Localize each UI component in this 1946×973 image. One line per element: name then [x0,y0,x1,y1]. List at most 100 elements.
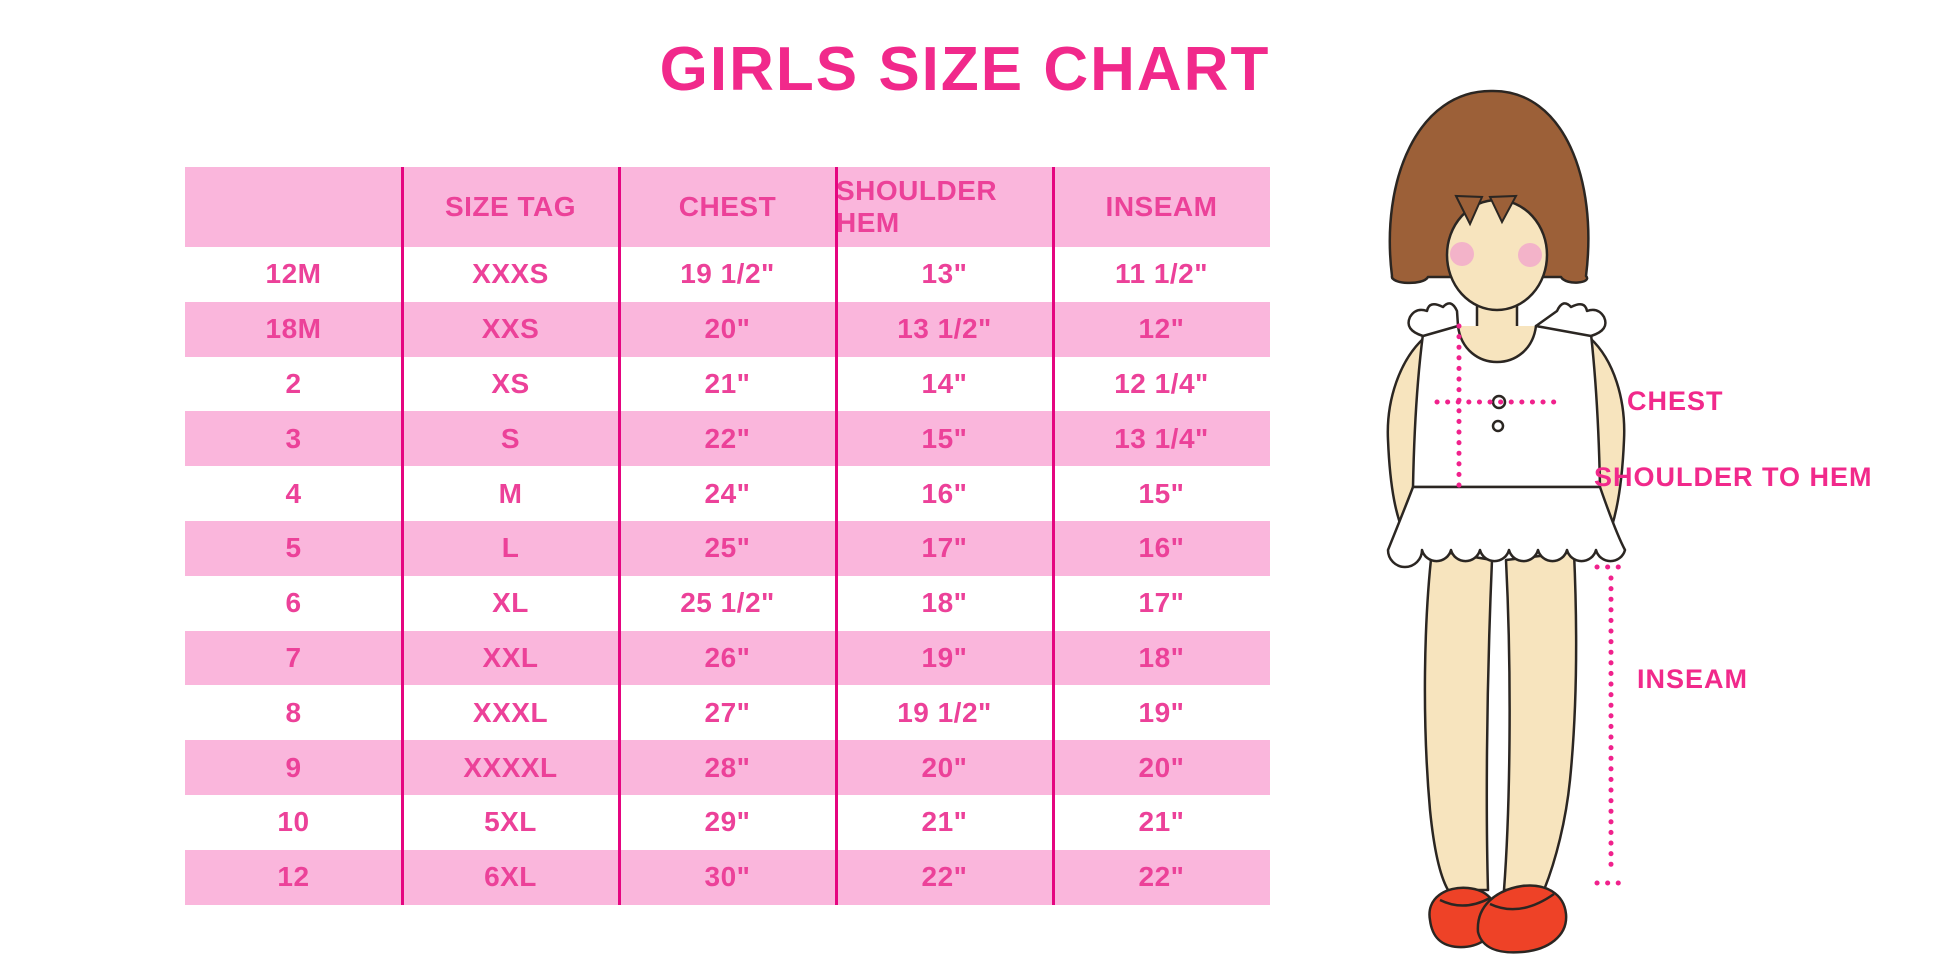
table-cell: 2 [285,367,302,399]
table-row: 8 XXXL 27" 19 1/2" 19" [185,685,1270,741]
header-cell: INSEAM [1105,191,1218,222]
header-cell: SIZE TAG [444,191,577,222]
column-divider-3 [834,167,838,905]
shoulder-to-hem-label: SHOULDER TO HEM [1594,462,1873,492]
table-cell: 22" [1138,861,1185,893]
table-cell: 24" [704,477,751,509]
ruffle-right [1534,302,1607,338]
table-cell: M [498,477,523,509]
column-divider-4 [1051,167,1055,905]
table-row: 18M XXS 20" 13 1/2" 12" [185,301,1270,357]
shirt-button-2 [1491,419,1505,433]
table-cell: 20" [921,751,968,783]
table-cell: 19 1/2" [680,258,775,290]
table-cell: 15" [921,422,968,454]
table-row: 12 6XL 30" 22" 22" [185,849,1270,905]
table-cell: 19" [921,641,968,673]
table-cell: 13 1/4" [1114,422,1209,454]
table-cell: XS [491,367,530,399]
table-row: 12M XXXS 19 1/2" 13" 11 1/2" [185,247,1270,302]
table-row: 2 XS 21" 14" 12 1/4" [185,356,1270,412]
leg-left [1423,548,1494,892]
fringe-strand-right [1488,194,1518,225]
table-cell: XXL [482,641,539,673]
table-cell: 27" [704,696,751,728]
table-row: 7 XXL 26" 19" 18" [185,630,1270,686]
skirt [1386,485,1627,569]
table-cell: 6 [285,587,302,619]
leg-right [1502,550,1578,892]
table-cell: XXXS [472,258,549,290]
table-cell: 10 [277,806,310,838]
table-cell: 18M [265,313,322,345]
table-cell: 12" [1138,313,1185,345]
size-table-header: SIZE TAG CHEST SHOULDER HEM INSEAM [185,167,1270,247]
shoe-right [1476,884,1568,954]
table-cell: 12 1/4" [1114,367,1209,399]
table-cell: 17" [1138,587,1185,619]
table-row: 5 L 25" 17" 16" [185,520,1270,576]
blush-right [1518,243,1542,267]
table-cell: 18" [921,587,968,619]
table-cell: 21" [1138,806,1185,838]
table-cell: XXXL [472,696,549,728]
table-cell: 5 [285,532,302,564]
table-cell: 19" [1138,696,1185,728]
table-cell: 25 1/2" [680,587,775,619]
table-cell: 26" [704,641,751,673]
blush-left [1450,242,1474,266]
table-cell: 16" [1138,532,1185,564]
table-cell: 16" [921,477,968,509]
table-cell: 19 1/2" [897,696,992,728]
table-cell: 14" [921,367,968,399]
table-cell: 18" [1138,641,1185,673]
column-divider-1 [400,167,404,905]
table-cell: XXS [481,313,540,345]
table-cell: 13 1/2" [897,313,992,345]
table-cell: 20" [1138,751,1185,783]
table-cell: 21" [921,806,968,838]
column-divider-2 [617,167,621,905]
ruffle-left [1407,302,1460,338]
table-cell: 13" [921,258,968,290]
table-row: 10 5XL 29" 21" 21" [185,794,1270,850]
table-cell: 6XL [484,861,537,893]
table-cell: XL [492,587,529,619]
table-row: 6 XL 25 1/2" 18" 17" [185,575,1270,631]
chest-label: CHEST [1627,386,1724,416]
table-cell: 3 [285,422,302,454]
table-cell: 22" [704,422,751,454]
table-cell: 15" [1138,477,1185,509]
header-cell [185,167,402,247]
table-row: 3 S 22" 15" 13 1/4" [185,411,1270,467]
table-cell: 20" [704,313,751,345]
table-cell: 29" [704,806,751,838]
table-cell: L [501,532,520,564]
table-cell: 25" [704,532,751,564]
size-table: SIZE TAG CHEST SHOULDER HEM INSEAM 12M XXXS 1… [185,167,1270,905]
table-cell: 21" [704,367,751,399]
header-cell: CHEST [678,191,777,222]
table-cell: 5XL [484,806,537,838]
shoe-right-strap [1489,892,1555,911]
table-cell: 22" [921,861,968,893]
page-title: GIRLS SIZE CHART [659,35,1271,104]
table-cell: 9 [285,751,302,783]
table-cell: 8 [285,696,302,728]
table-cell: 17" [921,532,968,564]
table-cell: 12M [265,258,322,290]
table-cell: 7 [285,641,302,673]
table-row: 4 M 24" 16" 15" [185,466,1270,521]
table-cell: 30" [704,861,751,893]
table-cell: 11 1/2" [1114,258,1209,290]
girl-illustration [1386,89,1629,954]
size-table-body: 12M XXXS 19 1/2" 13" 11 1/2" 18M XXS 20" 13 1/2"… [185,247,1270,905]
inseam-label: INSEAM [1637,664,1749,694]
shoe-left-strap [1439,896,1491,907]
table-cell: 12 [277,861,310,893]
fringe-strand-left [1454,194,1484,227]
table-row: 9 XXXXL 28" 20" 20" [185,740,1270,795]
table-cell: XXXXL [463,751,558,783]
table-cell: 4 [285,477,302,509]
header-cell: SHOULDER HEM [836,175,998,238]
